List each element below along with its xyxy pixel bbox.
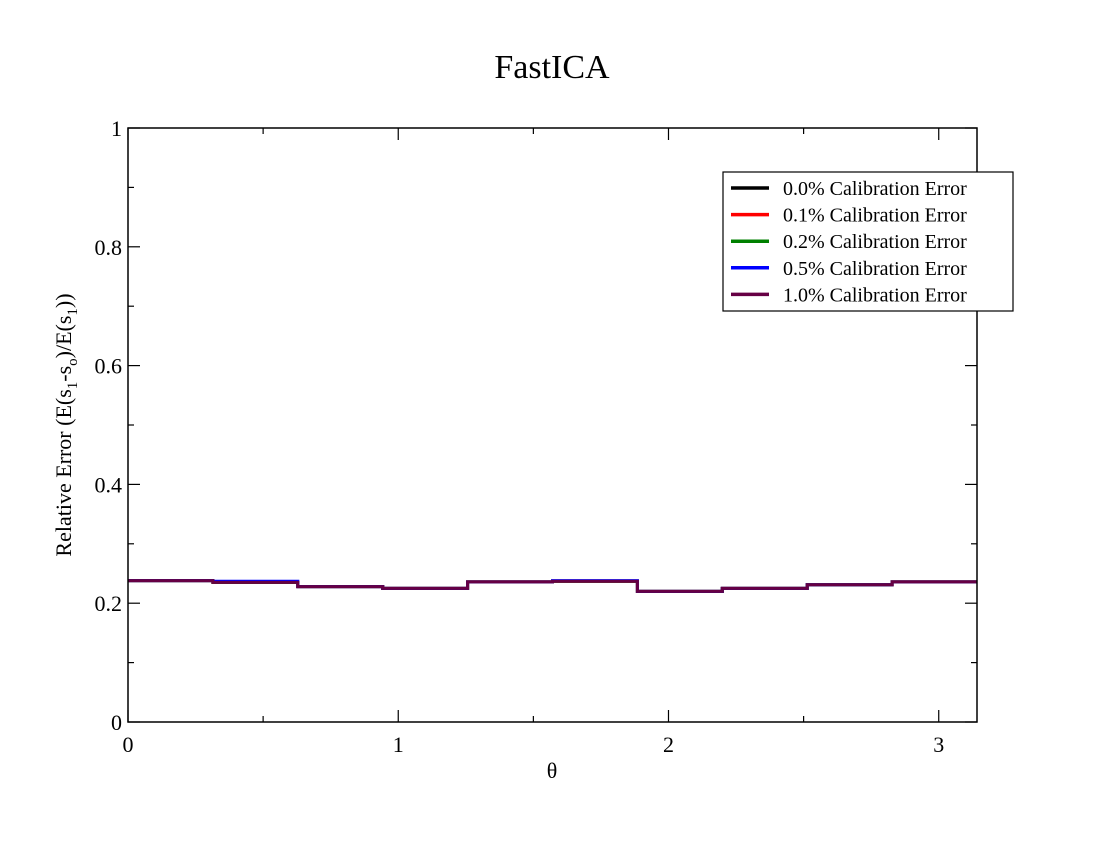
y-label-sub2: o	[65, 358, 81, 366]
x-tick-label: 2	[663, 732, 674, 757]
series-line-4	[128, 579, 977, 593]
y-tick-label: 0.2	[95, 591, 123, 616]
y-tick-label: 0	[111, 710, 122, 735]
y-axis-label: Relative Error (E(s1-so)/E(s1))	[51, 293, 81, 556]
y-label-mid1: -s	[51, 366, 76, 382]
legend-label-3: 0.5% Calibration Error	[783, 258, 967, 280]
y-tick-label: 0.8	[95, 235, 123, 260]
legend-label-1: 0.1% Calibration Error	[783, 205, 967, 227]
legend: 0.0% Calibration Error 0.1% Calibration E…	[722, 171, 1014, 312]
chart-title: FastICA	[494, 49, 610, 86]
y-label-sub3: 1	[65, 308, 81, 316]
legend-label-4: 1.0% Calibration Error	[783, 284, 967, 306]
legend-label-0: 0.0% Calibration Error	[783, 178, 967, 200]
series-layer	[128, 579, 977, 593]
ticks-layer: 0 1 2 3 0 0.2 0.4 0.6 0.8 1	[95, 116, 977, 757]
x-tick-label: 0	[123, 732, 134, 757]
legend-label-2: 0.2% Calibration Error	[783, 231, 967, 253]
y-tick-label: 0.6	[95, 354, 123, 379]
legend-entries: 0.0% Calibration Error 0.1% Calibration E…	[731, 178, 967, 306]
x-axis-label: θ	[547, 758, 558, 783]
x-tick-label: 3	[933, 732, 944, 757]
y-label-mid2: )/E(s	[51, 316, 76, 359]
y-label-sub1: 1	[65, 382, 81, 390]
y-tick-label: 0.4	[95, 472, 123, 497]
y-tick-label: 1	[111, 116, 122, 141]
legend-box	[722, 171, 1014, 312]
x-tick-label: 1	[393, 732, 404, 757]
y-label-suffix: ))	[51, 293, 76, 308]
y-label-prefix: Relative Error (E(s	[51, 389, 76, 556]
